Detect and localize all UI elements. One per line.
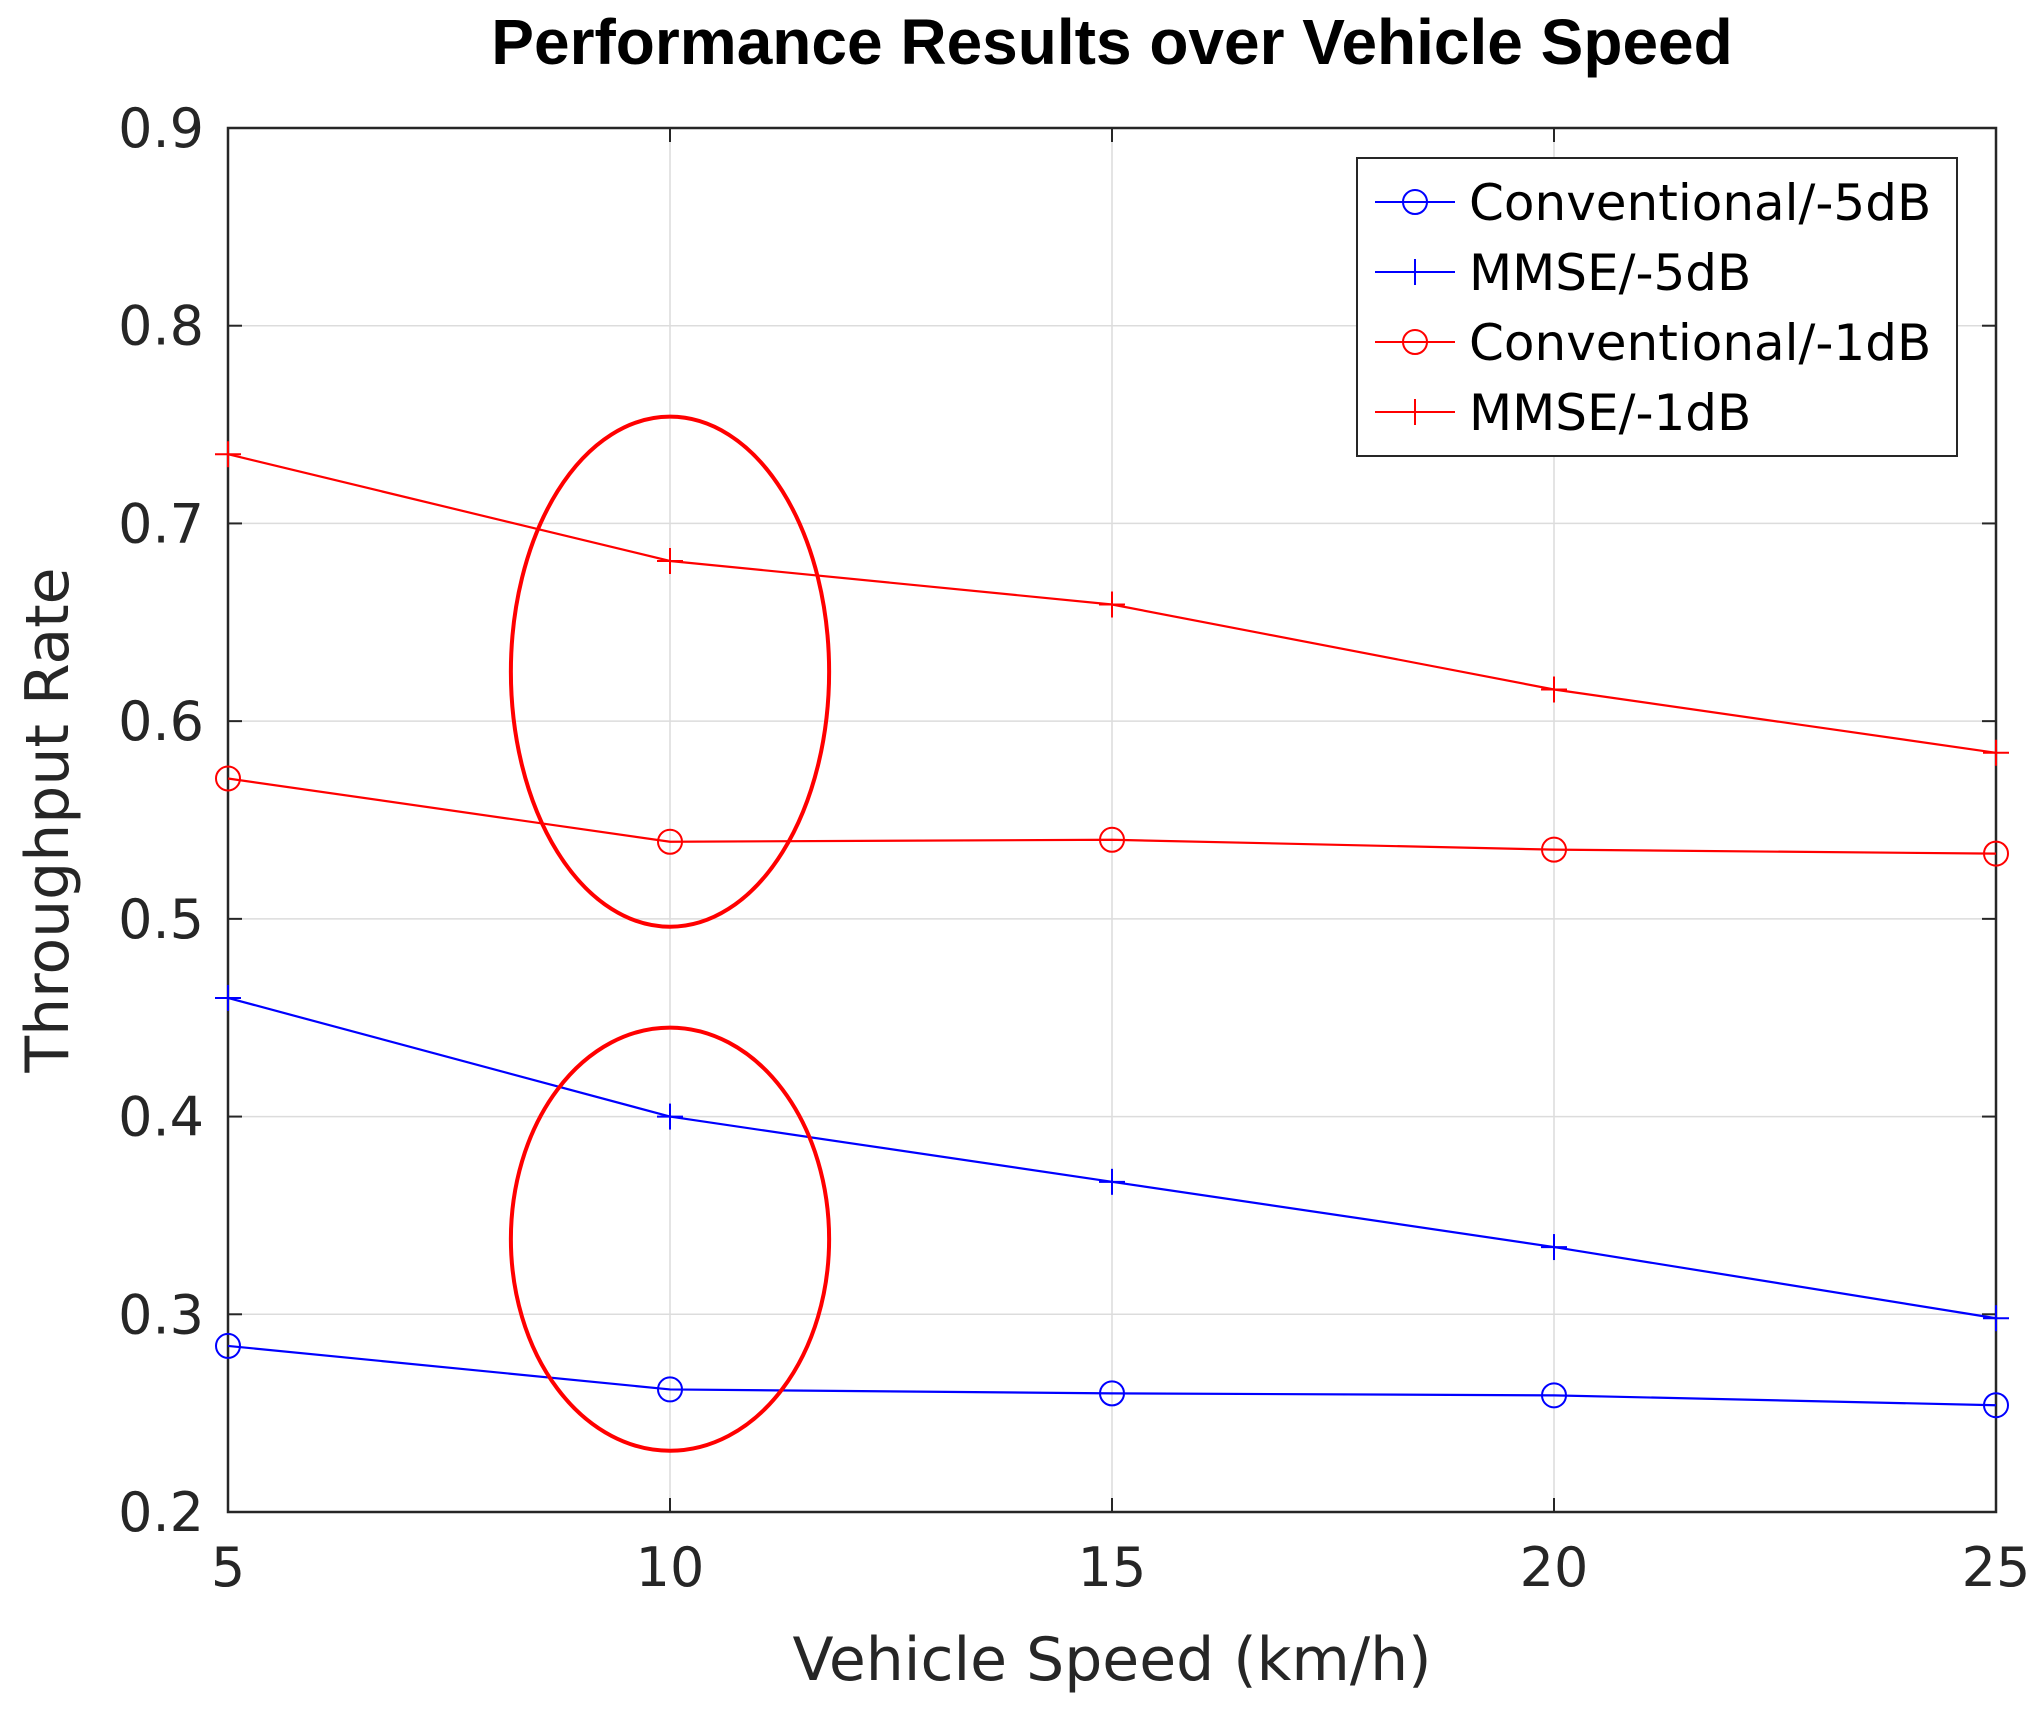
data-point — [657, 828, 683, 855]
x-tick-label: 15 — [1078, 1536, 1147, 1599]
series-conventional-1db — [215, 765, 2009, 867]
y-tick-label: 0.2 — [118, 1481, 204, 1544]
highlight-ellipse — [508, 414, 832, 929]
tick-layer: 5 10 15 20 25 0.2 0.3 0.4 0.5 0.6 0.7 0.8 0.9 — [118, 97, 2030, 1599]
series-layer — [215, 441, 2009, 1419]
series-mmse-5db — [215, 984, 2009, 1332]
legend-item: Conventional/-1dB — [1375, 314, 1931, 372]
x-axis-label: Vehicle Speed (km/h) — [792, 1625, 1431, 1695]
data-point — [215, 1332, 241, 1359]
data-point — [1983, 1305, 2009, 1332]
y-tick-label: 0.8 — [118, 295, 204, 358]
legend-marker — [1402, 189, 1428, 215]
data-point — [1983, 840, 2009, 867]
series-line — [227, 1344, 1997, 1407]
series-mmse-1db — [215, 441, 2009, 766]
y-axis-label: Throughput Rate — [13, 567, 83, 1073]
y-tick-label: 0.6 — [118, 690, 204, 753]
x-tick-label: 5 — [211, 1536, 245, 1599]
legend-item: MMSE/-5dB — [1375, 244, 1751, 302]
legend-marker — [1402, 399, 1428, 425]
legend-label: MMSE/-1dB — [1469, 384, 1751, 442]
x-tick-label: 20 — [1520, 1536, 1589, 1599]
data-point — [1541, 836, 1567, 863]
y-tick-label: 0.3 — [118, 1283, 204, 1346]
y-tick-label: 0.7 — [118, 492, 204, 555]
data-point — [1099, 826, 1125, 853]
data-point — [215, 441, 241, 468]
data-point — [657, 547, 683, 574]
data-point — [657, 1376, 683, 1403]
x-tick-label: 25 — [1962, 1536, 2031, 1599]
data-point — [1983, 739, 2009, 766]
legend-label: MMSE/-5dB — [1469, 244, 1751, 302]
legend: Conventional/-5dB MMSE/-5dB Conventional/-… — [1356, 157, 1958, 457]
y-tick-label: 0.5 — [118, 888, 204, 951]
data-point — [1983, 1392, 2009, 1419]
legend-marker — [1402, 259, 1428, 285]
data-point — [657, 1103, 683, 1130]
data-point — [1099, 1168, 1125, 1195]
x-tick-label: 10 — [636, 1536, 705, 1599]
legend-label: Conventional/-5dB — [1469, 174, 1931, 232]
series-line — [227, 777, 1997, 855]
data-point — [1541, 676, 1567, 703]
highlight-ellipse — [508, 1025, 832, 1453]
annotation-layer — [508, 414, 832, 1453]
legend-marker — [1402, 329, 1428, 355]
legend-item: Conventional/-5dB — [1375, 174, 1931, 232]
legend-label: Conventional/-1dB — [1469, 314, 1931, 372]
y-tick-label: 0.4 — [118, 1086, 204, 1149]
data-point — [215, 765, 241, 792]
chart-title: Performance Results over Vehicle Speed — [491, 6, 1732, 78]
data-point — [1099, 1380, 1125, 1407]
y-tick-label: 0.9 — [118, 97, 204, 160]
legend-box — [1356, 157, 1958, 457]
data-point — [1099, 591, 1125, 618]
legend-item: MMSE/-1dB — [1375, 384, 1751, 442]
data-point — [215, 984, 241, 1011]
series-conventional-5db — [215, 1332, 2009, 1419]
data-point — [1541, 1234, 1567, 1261]
data-point — [1541, 1382, 1567, 1409]
